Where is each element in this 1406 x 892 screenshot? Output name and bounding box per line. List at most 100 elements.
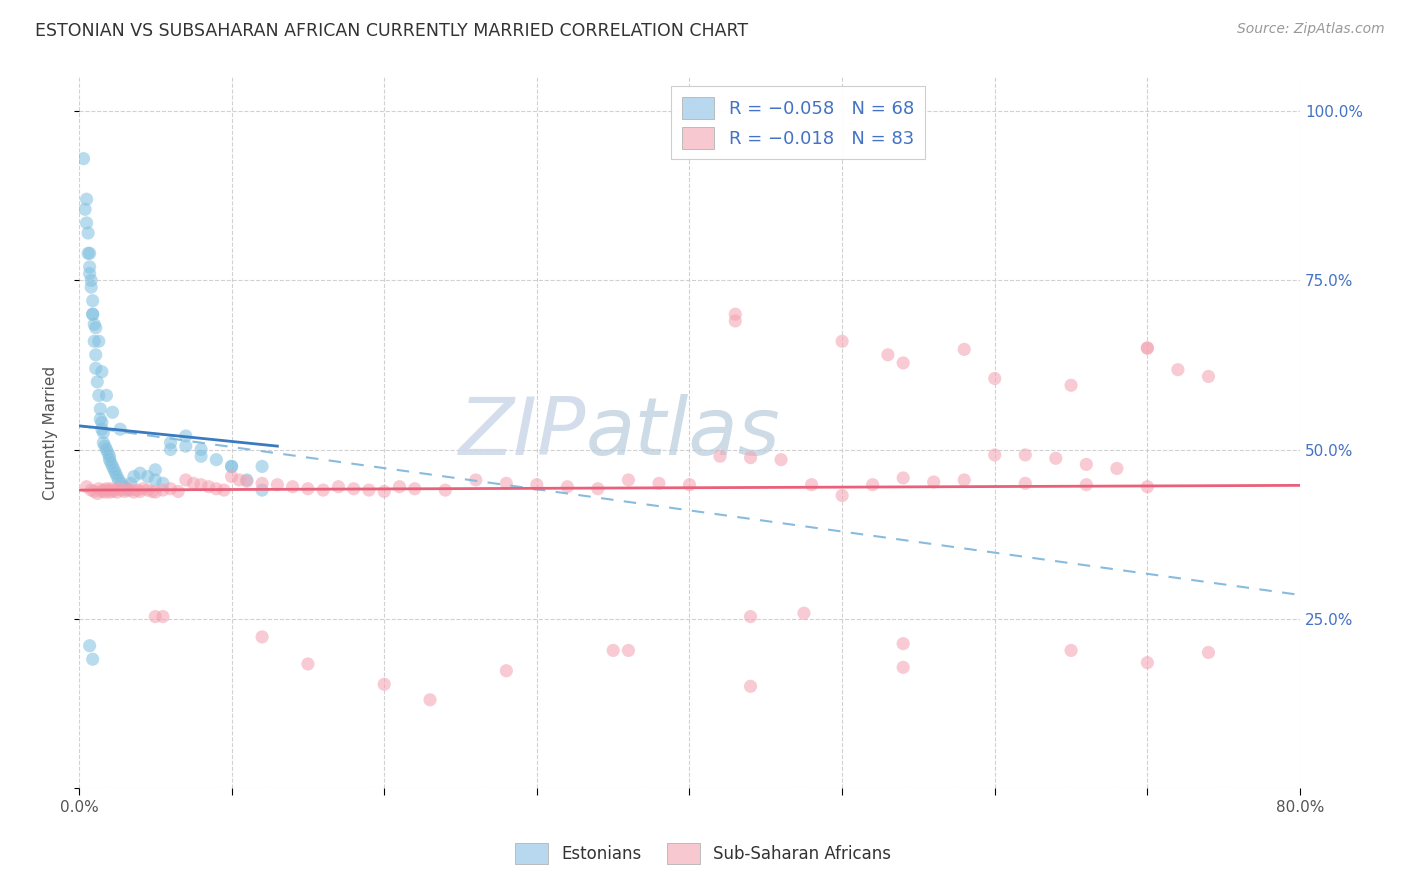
- Point: [114, 480, 136, 494]
- Point: [86, 375, 108, 389]
- Point: [100, 482, 122, 496]
- Point: [101, 459, 124, 474]
- Point: [107, 482, 129, 496]
- Point: [152, 483, 174, 497]
- Point: [1060, 378, 1083, 392]
- Point: [984, 371, 1007, 385]
- Point: [174, 439, 197, 453]
- Point: [526, 477, 548, 491]
- Point: [388, 480, 411, 494]
- Point: [250, 630, 273, 644]
- Point: [328, 480, 350, 494]
- Point: [104, 466, 127, 480]
- Point: [100, 456, 122, 470]
- Point: [740, 450, 762, 465]
- Point: [1045, 451, 1067, 466]
- Point: [98, 450, 121, 464]
- Point: [111, 483, 134, 497]
- Point: [122, 485, 145, 500]
- Point: [1136, 656, 1159, 670]
- Point: [183, 476, 205, 491]
- Point: [152, 476, 174, 491]
- Point: [79, 639, 101, 653]
- Point: [557, 480, 579, 494]
- Point: [125, 483, 148, 497]
- Point: [464, 473, 486, 487]
- Text: atlas: atlas: [586, 393, 780, 472]
- Point: [250, 483, 273, 497]
- Point: [1136, 480, 1159, 494]
- Point: [117, 483, 139, 497]
- Point: [143, 485, 166, 500]
- Point: [297, 657, 319, 671]
- Point: [141, 484, 163, 499]
- Point: [132, 482, 155, 496]
- Point: [105, 469, 128, 483]
- Point: [80, 273, 103, 287]
- Point: [922, 475, 945, 489]
- Point: [94, 439, 117, 453]
- Point: [79, 260, 101, 274]
- Y-axis label: Currently Married: Currently Married: [44, 366, 58, 500]
- Point: [1197, 369, 1219, 384]
- Point: [212, 483, 235, 497]
- Point: [105, 485, 128, 500]
- Point: [84, 361, 107, 376]
- Point: [1167, 362, 1189, 376]
- Point: [373, 484, 395, 499]
- Text: ESTONIAN VS SUBSAHARAN AFRICAN CURRENTLY MARRIED CORRELATION CHART: ESTONIAN VS SUBSAHARAN AFRICAN CURRENTLY…: [35, 22, 748, 40]
- Point: [740, 609, 762, 624]
- Point: [1197, 645, 1219, 659]
- Point: [205, 452, 228, 467]
- Point: [891, 356, 914, 370]
- Point: [891, 471, 914, 485]
- Point: [111, 476, 134, 491]
- Point: [1105, 461, 1128, 475]
- Point: [877, 348, 900, 362]
- Point: [740, 679, 762, 693]
- Point: [93, 435, 115, 450]
- Point: [90, 484, 112, 499]
- Point: [122, 469, 145, 483]
- Legend: Estonians, Sub-Saharan Africans: Estonians, Sub-Saharan Africans: [508, 837, 898, 871]
- Point: [80, 483, 103, 497]
- Point: [190, 442, 212, 457]
- Point: [82, 652, 104, 666]
- Point: [143, 609, 166, 624]
- Point: [90, 365, 112, 379]
- Point: [79, 246, 101, 260]
- Point: [190, 450, 212, 464]
- Text: Source: ZipAtlas.com: Source: ZipAtlas.com: [1237, 22, 1385, 37]
- Point: [221, 459, 243, 474]
- Point: [1014, 448, 1036, 462]
- Point: [831, 489, 853, 503]
- Point: [108, 422, 131, 436]
- Point: [143, 473, 166, 487]
- Point: [97, 446, 120, 460]
- Point: [98, 452, 121, 467]
- Point: [190, 477, 212, 491]
- Point: [174, 429, 197, 443]
- Point: [96, 442, 118, 457]
- Point: [678, 477, 700, 491]
- Point: [221, 459, 243, 474]
- Point: [152, 609, 174, 624]
- Point: [586, 482, 609, 496]
- Point: [891, 660, 914, 674]
- Point: [84, 320, 107, 334]
- Point: [709, 450, 731, 464]
- Point: [80, 280, 103, 294]
- Point: [1060, 643, 1083, 657]
- Point: [83, 334, 105, 349]
- Point: [297, 482, 319, 496]
- Point: [724, 307, 747, 321]
- Point: [96, 388, 118, 402]
- Point: [82, 307, 104, 321]
- Point: [357, 483, 380, 497]
- Point: [90, 422, 112, 436]
- Point: [862, 477, 884, 491]
- Point: [77, 226, 100, 240]
- Point: [86, 486, 108, 500]
- Point: [831, 334, 853, 349]
- Text: ZIP: ZIP: [458, 393, 586, 472]
